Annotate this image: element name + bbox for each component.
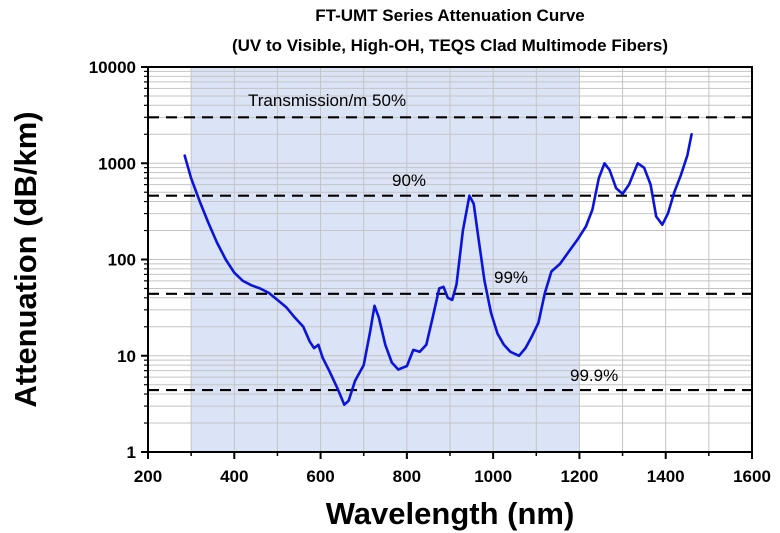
y-tick-label: 1000 bbox=[98, 154, 136, 173]
reference-label: 99.9% bbox=[570, 366, 618, 385]
x-tick-label: 800 bbox=[393, 467, 421, 486]
y-axis-title: Attenuation (dB/km) bbox=[8, 111, 43, 407]
attenuation-curve bbox=[183, 133, 693, 406]
x-tick-label: 600 bbox=[306, 467, 334, 486]
x-tick-label: 1600 bbox=[733, 467, 771, 486]
x-tick-label: 1200 bbox=[561, 467, 599, 486]
x-axis-title: Wavelength (nm) bbox=[326, 496, 575, 531]
reference-label: Transmission/m 50% bbox=[248, 91, 406, 110]
x-tick-label: 400 bbox=[220, 467, 248, 486]
x-tick-label: 1400 bbox=[647, 467, 685, 486]
chart-title: FT-UMT Series Attenuation Curve bbox=[315, 6, 585, 25]
grid-lines bbox=[148, 67, 752, 452]
reference-label: 90% bbox=[392, 171, 426, 190]
y-tick-label: 100 bbox=[108, 251, 136, 270]
y-tick-label: 10000 bbox=[89, 58, 136, 77]
x-tick-label: 1000 bbox=[474, 467, 512, 486]
y-tick-label: 1 bbox=[127, 443, 136, 462]
reference-label: 99% bbox=[494, 268, 528, 287]
chart-subtitle: (UV to Visible, High-OH, TEQS Clad Multi… bbox=[231, 36, 669, 55]
x-tick-label: 200 bbox=[134, 467, 162, 486]
y-tick-label: 10 bbox=[117, 347, 136, 366]
